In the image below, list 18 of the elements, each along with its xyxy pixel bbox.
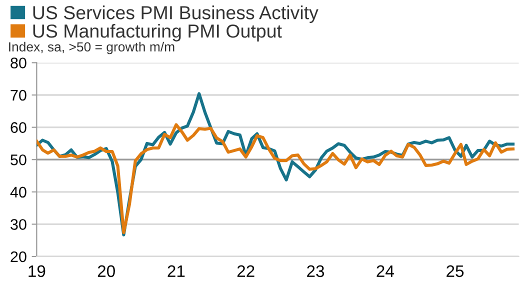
x-tick-label: 20: [98, 265, 115, 278]
line-series: [36, 123, 515, 234]
y-tick-label: 50: [10, 154, 26, 166]
legend-label: US Services PMI Business Activity: [33, 6, 318, 24]
x-tick-label: 22: [237, 265, 254, 277]
y-tick-label: 20: [10, 251, 26, 262]
y-tick-label: 40: [10, 186, 26, 198]
y-tick-label: 60: [10, 122, 26, 133]
x-tick-label: 21: [168, 265, 185, 277]
x-tick-label: 24: [376, 265, 394, 277]
legend-label: US Manufacturing PMI Output: [33, 24, 282, 42]
x-tick-label: 23: [307, 265, 324, 278]
x-tick-label: 19: [28, 265, 46, 278]
y-tick-label: 30: [10, 219, 26, 230]
y-tick-label: 70: [10, 90, 26, 101]
y-tick-label: 80: [10, 58, 26, 68]
chart-subtitle: Index, sa, >50 = growth m/m: [9, 42, 174, 54]
x-tick-label: 25: [446, 265, 464, 278]
